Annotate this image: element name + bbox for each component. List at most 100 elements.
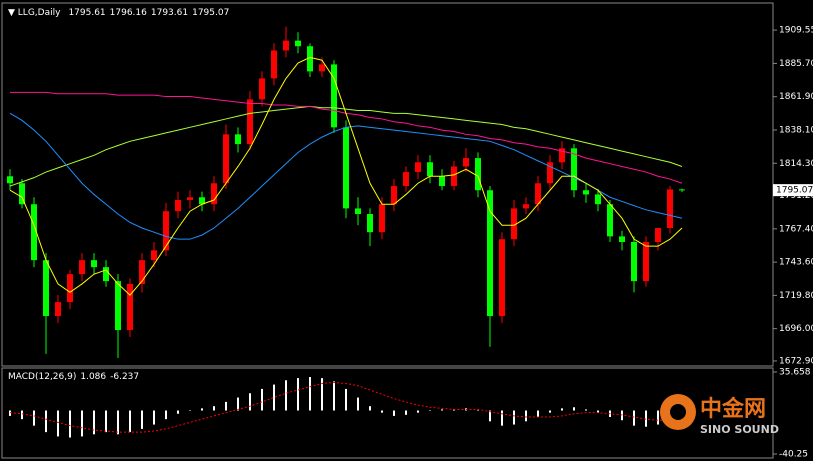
candle-body <box>379 204 385 233</box>
macd-y-tick-label: -40.25 <box>779 450 808 460</box>
candle-body <box>403 172 409 187</box>
y-tick-label: 1696.00 <box>779 324 813 334</box>
candle-body <box>127 283 133 331</box>
high-value: 1796.16 <box>110 8 147 18</box>
macd-bar <box>141 410 143 429</box>
candle-body <box>367 214 373 233</box>
candle-body <box>31 204 37 261</box>
macd-title: MACD(12,26,9) <box>8 372 76 382</box>
macd-bar <box>201 408 203 411</box>
macd-bar <box>489 410 491 422</box>
macd-bar <box>561 408 563 411</box>
moving-average <box>9 56 683 296</box>
watermark-name: 中金网 <box>700 396 766 422</box>
moving-average <box>9 105 683 187</box>
macd-bar <box>345 388 347 411</box>
macd-bar <box>429 410 431 412</box>
low-value: 1793.61 <box>151 8 188 18</box>
y-tick-label: 1885.70 <box>779 59 813 69</box>
macd-bar <box>237 397 239 411</box>
macd-bar <box>621 410 623 421</box>
macd-bar <box>33 410 35 426</box>
candle-body <box>619 236 625 242</box>
macd-bar <box>657 410 659 425</box>
candle-body <box>115 281 121 331</box>
watermark-sub: SINO SOUND <box>700 423 779 436</box>
candle-body <box>187 197 193 201</box>
macd-bar <box>393 410 395 416</box>
macd-bar <box>501 410 503 426</box>
candle-body <box>607 204 613 237</box>
candle-body <box>235 134 241 145</box>
macd-bar <box>477 410 479 412</box>
macd-bar <box>249 393 251 411</box>
candle-body <box>571 148 577 191</box>
candle-body <box>175 200 181 212</box>
macd-bar <box>57 410 59 437</box>
candle-body <box>55 302 61 317</box>
y-tick-label: 1719.80 <box>779 291 813 301</box>
macd-bar <box>213 406 215 411</box>
chart-title: LLG,Daily <box>18 8 61 18</box>
candle-body <box>7 176 13 184</box>
candle-body <box>19 183 25 205</box>
candle-body <box>247 99 253 145</box>
macd-bar <box>165 410 167 420</box>
macd-bar <box>597 410 599 413</box>
macd-bar <box>525 410 527 422</box>
candle-body <box>319 64 325 72</box>
price-tag <box>773 184 813 197</box>
macd-bar <box>9 410 11 416</box>
macd-bar <box>441 409 443 411</box>
candle-body <box>643 241 649 282</box>
macd-bar <box>21 410 23 420</box>
y-tick-label: 1909.55 <box>779 26 813 36</box>
y-tick-label: 1767.40 <box>779 224 813 234</box>
macd-bar <box>369 406 371 411</box>
macd-bar <box>321 378 323 411</box>
candle-body <box>43 260 49 317</box>
candle-body <box>463 158 469 167</box>
candle-body <box>295 40 301 47</box>
candle-body <box>487 190 493 317</box>
macd-bar <box>645 410 647 427</box>
y-tick-label: 1743.60 <box>779 258 813 268</box>
candle-body <box>535 183 541 205</box>
candle-body <box>451 166 457 187</box>
candle-body <box>283 40 289 51</box>
macd-bar <box>285 380 287 411</box>
signal-value: -6.237 <box>110 372 139 382</box>
macd-bar <box>381 410 383 413</box>
candle-body <box>631 241 637 282</box>
candle-body <box>655 227 661 242</box>
macd-bar <box>513 410 515 425</box>
macd-bar <box>357 397 359 411</box>
candle-body <box>523 204 529 209</box>
macd-bar <box>93 410 95 435</box>
macd-bar <box>297 378 299 411</box>
macd-bar <box>573 407 575 411</box>
candle-body <box>511 208 517 240</box>
macd-bar <box>81 410 83 437</box>
price-tag-label: 1795.07 <box>776 186 813 196</box>
macd-bar <box>537 410 539 418</box>
close-value: 1795.07 <box>192 8 229 18</box>
candle-body <box>67 274 73 303</box>
candle-body <box>223 134 229 184</box>
macd-y-tick-label: 35.658 <box>779 368 811 378</box>
candle-body <box>91 260 97 268</box>
candle-body <box>163 211 169 251</box>
candle-body <box>583 190 589 195</box>
macd-bar <box>633 410 635 426</box>
candle-body <box>199 197 205 205</box>
candle-body <box>595 194 601 205</box>
header: ▼ LLG,Daily 1795.61 1796.16 1793.61 1795.07 <box>8 8 229 18</box>
macd-pane <box>1 367 774 459</box>
candle-body <box>343 127 349 209</box>
candle-body <box>439 176 445 187</box>
macd-bar <box>309 377 311 411</box>
macd-bar <box>129 410 131 433</box>
macd-bar <box>105 410 107 433</box>
macd-bar <box>453 409 455 411</box>
